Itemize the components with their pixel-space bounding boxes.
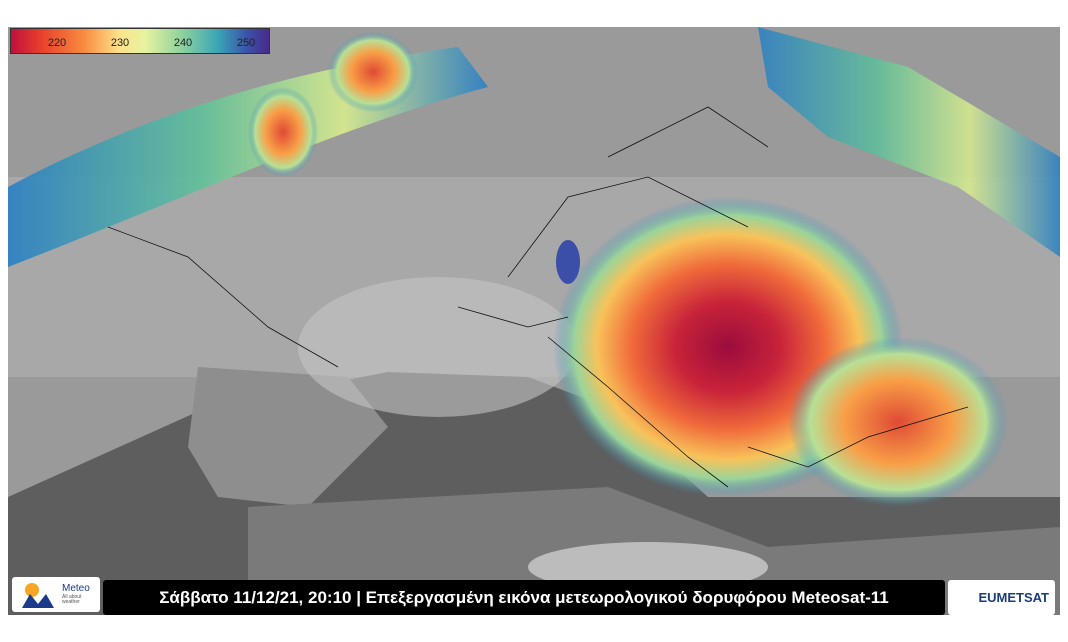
- meteo-icon: [22, 583, 54, 608]
- colorbar: 220 230 240 250: [10, 28, 270, 54]
- satellite-image: [8, 27, 1060, 615]
- cloud: [528, 542, 768, 592]
- cold-cloud-tops: [328, 32, 418, 112]
- colorbar-tick-label: 220: [47, 37, 67, 49]
- meteo-logo: Meteo All about weather: [12, 577, 100, 612]
- caption: Σάββατο 11/12/21, 20:10 | Επεξεργασμένη …: [103, 580, 945, 615]
- eumetsat-logo: EUMETSAT: [948, 580, 1055, 615]
- cloud-band: [758, 27, 1060, 257]
- borders: [107, 106, 969, 488]
- meteo-name: Meteo: [62, 583, 90, 594]
- cloud: [298, 277, 578, 417]
- colorbar-tick-label: 230: [110, 37, 130, 49]
- storm-system: [788, 337, 1008, 507]
- meteo-tagline: All about weather: [62, 594, 82, 605]
- colorbar-tick-label: 240: [173, 37, 193, 49]
- eumetsat-name: EUMETSAT: [978, 590, 1049, 605]
- iberia: [188, 367, 388, 507]
- cold-cloud-tops: [248, 87, 318, 177]
- colorbar-tick-label: 250: [236, 37, 256, 49]
- cloud-cell: [556, 240, 580, 284]
